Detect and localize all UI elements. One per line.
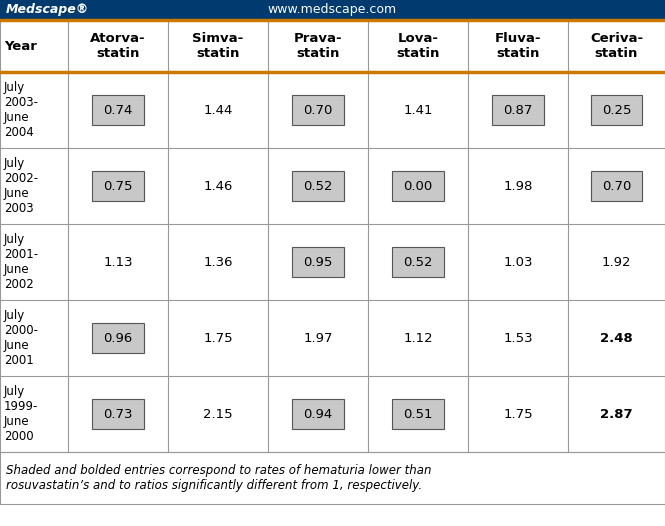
Text: 0.75: 0.75 (103, 179, 133, 193)
Bar (0, 0, 665, 20)
Text: 1.12: 1.12 (403, 331, 433, 345)
Text: 0.70: 0.70 (602, 179, 631, 193)
Text: 1.97: 1.97 (303, 331, 332, 345)
Text: July
2001-
June
2002: July 2001- June 2002 (4, 233, 38, 291)
Text: 1.03: 1.03 (503, 256, 533, 268)
Text: Ceriva-
statin: Ceriva- statin (590, 32, 643, 60)
Bar (292, 171, 344, 201)
Bar (392, 399, 444, 429)
Text: 0.51: 0.51 (403, 408, 433, 420)
Text: Prava-
statin: Prava- statin (294, 32, 342, 60)
Text: 0.25: 0.25 (602, 104, 631, 116)
Text: 0.73: 0.73 (103, 408, 133, 420)
Text: 2.48: 2.48 (600, 331, 633, 345)
Text: July
2000-
June
2001: July 2000- June 2001 (4, 309, 38, 367)
Text: July
1999-
June
2000: July 1999- June 2000 (4, 385, 39, 443)
Bar (292, 247, 344, 277)
Text: Fluva-
statin: Fluva- statin (495, 32, 541, 60)
Text: 1.13: 1.13 (103, 256, 133, 268)
Text: 0.52: 0.52 (303, 179, 332, 193)
Text: 1.36: 1.36 (203, 256, 233, 268)
Text: 1.98: 1.98 (503, 179, 533, 193)
Text: 1.53: 1.53 (503, 331, 533, 345)
Bar (392, 247, 444, 277)
Bar (0, 452, 665, 504)
Text: 0.96: 0.96 (103, 331, 132, 345)
Text: 0.95: 0.95 (303, 256, 332, 268)
Text: Simva-
statin: Simva- statin (192, 32, 243, 60)
Bar (92, 95, 144, 125)
Text: Lova-
statin: Lova- statin (396, 32, 440, 60)
Text: www.medscape.com: www.medscape.com (268, 4, 397, 16)
Bar (92, 399, 144, 429)
Text: 0.00: 0.00 (404, 179, 433, 193)
Text: 1.41: 1.41 (403, 104, 433, 116)
Bar (392, 171, 444, 201)
Text: July
2002-
June
2003: July 2002- June 2003 (4, 157, 38, 215)
Bar (591, 95, 642, 125)
Text: 0.94: 0.94 (303, 408, 332, 420)
Bar (0, 20, 665, 72)
Text: Shaded and bolded entries correspond to rates of hematuria lower than
rosuvastat: Shaded and bolded entries correspond to … (6, 464, 432, 492)
Text: 1.46: 1.46 (203, 179, 233, 193)
Text: 1.75: 1.75 (503, 408, 533, 420)
Bar (92, 171, 144, 201)
Text: 1.92: 1.92 (602, 256, 631, 268)
Text: 1.44: 1.44 (203, 104, 233, 116)
Bar (292, 399, 344, 429)
Text: 1.75: 1.75 (203, 331, 233, 345)
Text: 0.52: 0.52 (403, 256, 433, 268)
Text: 0.70: 0.70 (303, 104, 332, 116)
Bar (492, 95, 544, 125)
Text: Medscape®: Medscape® (6, 4, 89, 16)
Bar (92, 323, 144, 353)
Text: July
2003-
June
2004: July 2003- June 2004 (4, 81, 38, 139)
Text: 0.87: 0.87 (503, 104, 533, 116)
Bar (292, 95, 344, 125)
Text: Year: Year (4, 39, 37, 53)
Bar (591, 171, 642, 201)
Text: Atorva-
statin: Atorva- statin (90, 32, 146, 60)
Text: 0.74: 0.74 (103, 104, 133, 116)
Text: 2.15: 2.15 (203, 408, 233, 420)
Text: 2.87: 2.87 (600, 408, 633, 420)
